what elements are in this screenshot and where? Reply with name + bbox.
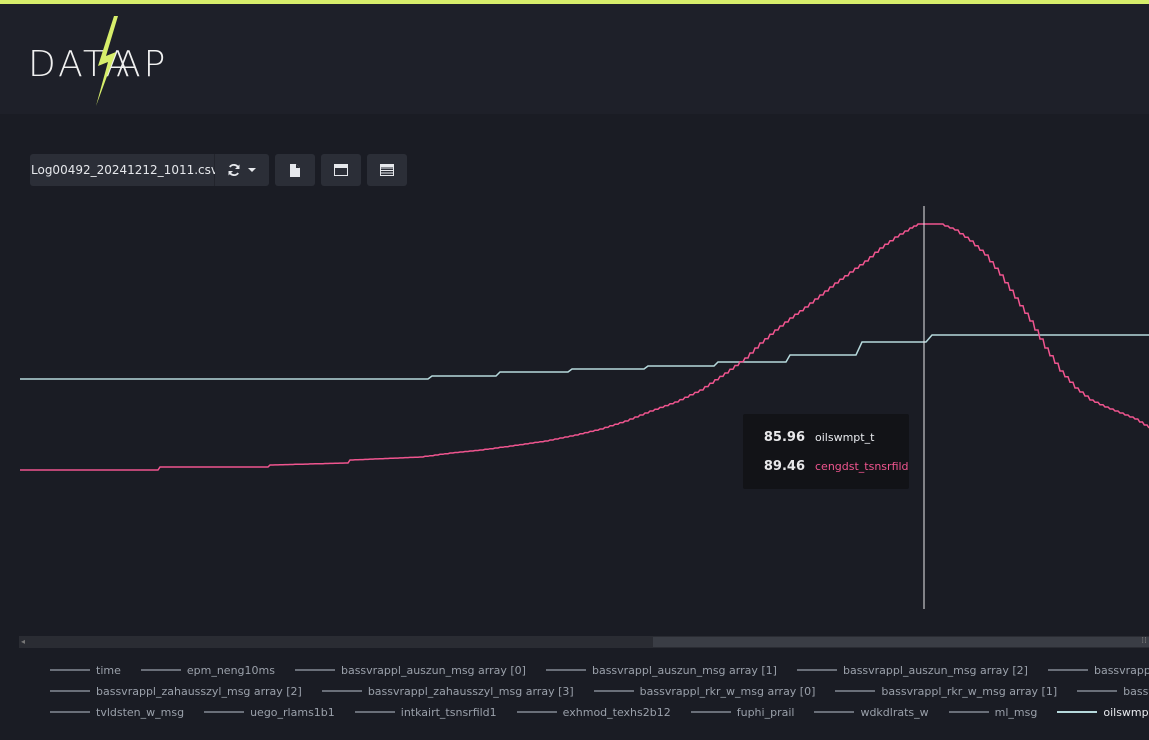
tooltip-row-cengdst-tsnsrfild: 89.46 cengdst_tsnsrfild xyxy=(743,456,909,476)
legend-item[interactable]: bassvrappl_rkr_w_msg array [2] xyxy=(1077,681,1149,701)
legend-label: bassvrappl_rkr_w_msg array [1] xyxy=(881,684,1058,698)
legend-swatch xyxy=(593,690,634,692)
datazap-logo[interactable]: DATA AP xyxy=(28,16,168,108)
legend-swatch xyxy=(516,711,557,713)
legend-label: bassvrappl_zahausszyl_msg array [3] xyxy=(367,684,574,698)
legend-item[interactable]: bassvrappl_auszun_msg array [1] xyxy=(545,660,777,680)
legend-item[interactable]: tvldsten_w_msg xyxy=(50,702,184,722)
file-name-label: Log00492_20241212_1011.csv xyxy=(31,163,218,177)
legend-label: wdkdlrats_w xyxy=(860,705,929,719)
legend-swatch xyxy=(948,711,989,713)
legend-item[interactable]: bassvrappl_auszun_msg array [3] xyxy=(1047,660,1149,680)
legend-label: epm_neng10ms xyxy=(186,663,275,677)
legend-item[interactable]: bassvrappl_rkr_w_msg array [0] xyxy=(593,681,816,701)
legend-swatch xyxy=(835,690,876,692)
lightning-bolt-icon xyxy=(96,16,118,106)
legend-swatch xyxy=(690,711,731,713)
scrollbar-thumb[interactable] xyxy=(653,637,1149,647)
legend-swatch xyxy=(1077,690,1118,692)
legend-item[interactable]: time xyxy=(50,660,121,680)
legend-item[interactable]: intkairt_tsnsrfild1 xyxy=(354,702,497,722)
logo-text-right: AP xyxy=(116,44,169,85)
legend-swatch xyxy=(796,669,837,671)
legend-item[interactable]: wdkdlrats_w xyxy=(814,702,929,722)
legend-label: oilswmpt_t xyxy=(1103,705,1149,719)
legend-label: tvldsten_w_msg xyxy=(96,705,185,719)
legend-item[interactable]: uego_rlams1b1 xyxy=(204,702,335,722)
app-header: DATA AP xyxy=(0,4,1149,114)
legend-swatch xyxy=(50,690,90,692)
logo-text-left: DATA xyxy=(28,44,133,85)
scroll-left-icon[interactable]: ◂ xyxy=(21,637,26,646)
legend-row: bassvrappl_zahausszyl_msg array [2] bassv… xyxy=(50,681,1149,701)
legend-swatch xyxy=(50,669,90,671)
single-panel-button[interactable] xyxy=(321,154,361,186)
multi-panel-button[interactable] xyxy=(367,154,407,186)
tooltip-value: 85.96 xyxy=(763,429,805,445)
multi-panel-icon xyxy=(380,164,394,176)
legend-item[interactable]: ml_msg xyxy=(948,702,1038,722)
scroll-grip-icon[interactable]: ⁞⁞ xyxy=(1141,636,1147,646)
legend-swatch xyxy=(354,711,395,713)
chart-horizontal-scrollbar[interactable]: ◂ ⁞⁞ xyxy=(19,636,1149,648)
accent-bar xyxy=(0,0,1149,4)
legend-label: bassvrappl_rkr_w_msg array [0] xyxy=(639,684,816,698)
tooltip-row-oilswmpt-t: 85.96 oilswmpt_t xyxy=(743,427,909,447)
legend-item[interactable]: bassvrappl_zahausszyl_msg array [2] xyxy=(50,681,302,701)
legend-swatch xyxy=(814,711,855,713)
legend-item[interactable]: fuphi_prail xyxy=(690,702,795,722)
legend-item[interactable]: epm_neng10ms xyxy=(140,660,275,680)
legend-label: fuphi_prail xyxy=(736,705,795,719)
toolbar: Log00492_20241212_1011.csv xyxy=(30,154,407,186)
legend-item[interactable]: oilswmpt_t xyxy=(1057,702,1149,722)
legend-label: bassvrappl_auszun_msg array [2] xyxy=(842,663,1028,677)
legend-label: intkairt_tsnsrfild1 xyxy=(400,705,497,719)
legend-label: bassvrappl_rkr_w_msg array [2] xyxy=(1123,684,1149,698)
tooltip-series-name: cengdst_tsnsrfild xyxy=(815,459,909,473)
legend-swatch xyxy=(140,669,181,671)
open-file-button[interactable]: Log00492_20241212_1011.csv xyxy=(30,154,218,186)
legend-item[interactable]: bassvrappl_zahausszyl_msg array [3] xyxy=(321,681,574,701)
file-info-button[interactable] xyxy=(275,154,315,186)
single-panel-icon xyxy=(334,164,348,176)
legend-swatch xyxy=(1057,711,1098,713)
legend-item[interactable]: bassvrappl_rkr_w_msg array [1] xyxy=(835,681,1057,701)
series-line-cengdst-tsnsrfild xyxy=(20,223,1149,471)
line-chart[interactable] xyxy=(0,195,1149,615)
file-icon xyxy=(290,163,300,177)
legend-row: time epm_neng10ms bassvrappl_auszun_msg ar… xyxy=(50,660,1149,680)
legend-label: time xyxy=(96,663,121,677)
legend-swatch xyxy=(545,669,586,671)
legend-item[interactable]: exhmod_texhs2b12 xyxy=(516,702,671,722)
file-button-group: Log00492_20241212_1011.csv xyxy=(30,154,269,186)
legend-label: bassvrappl_zahausszyl_msg array [2] xyxy=(96,684,302,698)
caret-down-icon xyxy=(248,168,256,172)
chart-legend: time epm_neng10ms bassvrappl_auszun_msg ar… xyxy=(0,660,1149,740)
legend-item[interactable]: bassvrappl_auszun_msg array [0] xyxy=(294,660,526,680)
legend-swatch xyxy=(204,711,245,713)
legend-label: exhmod_texhs2b12 xyxy=(562,705,671,719)
legend-label: bassvrappl_auszun_msg array [0] xyxy=(340,663,526,677)
legend-swatch xyxy=(1047,669,1088,671)
sync-icon xyxy=(228,164,240,176)
legend-label: uego_rlams1b1 xyxy=(250,705,335,719)
legend-item[interactable]: bassvrappl_auszun_msg array [2] xyxy=(796,660,1028,680)
legend-swatch xyxy=(294,669,335,671)
legend-swatch xyxy=(50,711,90,713)
legend-swatch xyxy=(321,690,362,692)
legend-row: tvldsten_w_msg uego_rlams1b1 intkairt_tsns… xyxy=(50,702,1149,722)
tooltip-value: 89.46 xyxy=(763,458,805,474)
legend-label: bassvrappl_auszun_msg array [3] xyxy=(1093,663,1149,677)
cursor-tooltip: 85.96 oilswmpt_t 89.46 cengdst_tsnsrfild xyxy=(743,414,909,489)
series-line-oilswmpt-t xyxy=(20,334,1149,380)
legend-label: bassvrappl_auszun_msg array [1] xyxy=(591,663,777,677)
legend-label: ml_msg xyxy=(994,705,1038,719)
tooltip-series-name: oilswmpt_t xyxy=(815,430,875,444)
reload-dropdown-button[interactable] xyxy=(215,154,269,186)
